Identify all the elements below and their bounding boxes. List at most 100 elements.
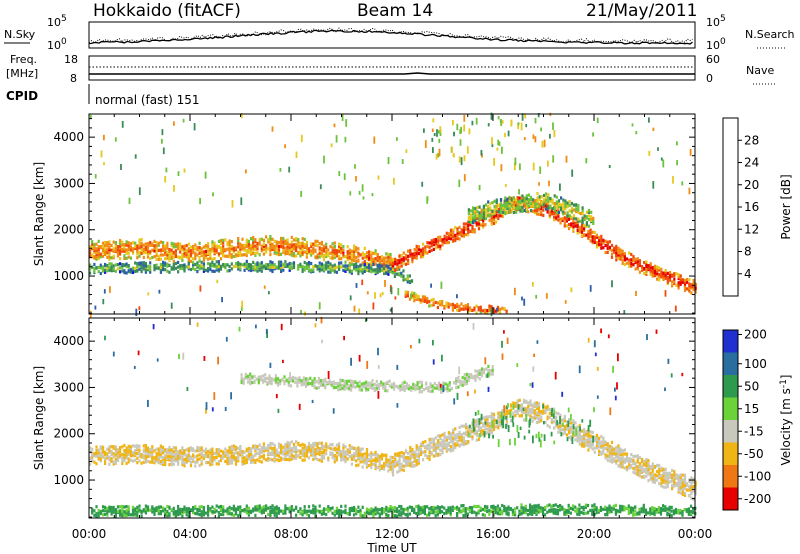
echo-cell	[666, 485, 669, 489]
echo-cell	[335, 455, 338, 459]
echo-cell	[166, 250, 169, 254]
echo-cell	[153, 459, 156, 463]
echo-cell	[199, 285, 202, 292]
echo-cell	[521, 194, 524, 198]
echo-cell	[571, 169, 574, 177]
echo-cell	[280, 443, 283, 447]
echo-cell	[136, 507, 139, 511]
echo-cell	[119, 513, 122, 517]
echo-cell	[189, 259, 193, 263]
echo-cell	[338, 264, 341, 268]
echo-cell	[551, 201, 554, 205]
echo-cell	[312, 265, 315, 269]
echo-cell	[483, 368, 486, 372]
echo-cell	[664, 273, 667, 277]
echo-cell	[576, 429, 579, 433]
echo-cell	[492, 215, 496, 219]
echo-cell	[357, 258, 360, 262]
echo-cell	[585, 224, 588, 228]
echo-cell	[474, 216, 477, 220]
echo-cell	[243, 248, 246, 252]
echo-cell	[638, 270, 641, 274]
echo-cell	[134, 507, 137, 511]
echo-cell	[379, 293, 382, 298]
echo-cell	[89, 462, 92, 466]
echo-cell	[400, 264, 403, 268]
echo-cell	[344, 264, 347, 268]
echo-cell	[677, 478, 680, 482]
echo-cell	[258, 451, 261, 455]
echo-cell	[310, 242, 313, 246]
echo-cell	[523, 137, 526, 141]
echo-cell	[630, 459, 633, 463]
echo-cell	[447, 302, 450, 306]
echo-cell	[574, 221, 577, 225]
echo-cell	[116, 267, 120, 271]
echo-cell	[557, 205, 561, 209]
echo-cell	[476, 205, 479, 210]
echo-cell	[361, 261, 364, 265]
echo-cell	[490, 112, 493, 120]
echo-cell	[632, 458, 635, 462]
echo-cell	[136, 256, 139, 260]
echo-cell	[333, 244, 336, 249]
echo-cell	[97, 247, 100, 251]
echo-cell	[239, 445, 242, 449]
echo-cell	[502, 203, 505, 207]
echo-cell	[207, 247, 210, 251]
echo-cell	[681, 484, 684, 489]
echo-cell	[316, 449, 319, 453]
echo-cell	[549, 197, 552, 201]
echo-cell	[679, 274, 682, 278]
echo-cell	[185, 448, 188, 452]
noise-tick-left-lo: 100	[47, 37, 67, 52]
echo-cell	[224, 266, 227, 270]
echo-cell	[237, 265, 240, 269]
echo-cell	[352, 384, 355, 388]
echo-cell	[353, 250, 356, 254]
echo-cell	[144, 251, 147, 255]
echo-cell	[630, 264, 633, 268]
echo-cell	[407, 254, 410, 258]
echo-cell	[550, 418, 553, 422]
echo-cell	[490, 429, 493, 433]
echo-cell	[422, 388, 426, 392]
echo-cell	[694, 486, 697, 490]
echo-cell	[181, 255, 184, 259]
echo-cell	[343, 386, 346, 390]
echo-cell	[662, 159, 665, 168]
echo-cell	[286, 440, 289, 445]
echo-cell	[575, 209, 578, 214]
echo-cell	[585, 223, 588, 227]
echo-cell	[91, 253, 94, 257]
echo-cell	[383, 463, 386, 467]
echo-cell	[245, 262, 248, 266]
echo-cell	[260, 455, 263, 459]
freq-tick-hi: 18	[64, 53, 78, 66]
echo-cell	[409, 456, 412, 460]
echo-cell	[131, 510, 135, 514]
echo-cell	[119, 453, 122, 458]
echo-cell	[471, 230, 474, 234]
echo-cell	[555, 418, 558, 422]
echo-cell	[106, 447, 109, 451]
echo-cell	[301, 241, 304, 245]
echo-cell	[198, 251, 201, 255]
echo-cell	[174, 245, 177, 249]
echo-cell	[366, 291, 369, 295]
echo-cell	[144, 507, 147, 511]
echo-cell	[422, 249, 425, 253]
echo-cell	[606, 246, 609, 250]
echo-cell	[284, 447, 287, 451]
echo-cell	[345, 119, 348, 127]
echo-cell	[563, 416, 566, 420]
echo-cell	[265, 244, 268, 248]
echo-cell	[273, 244, 276, 248]
echo-cell	[445, 435, 448, 439]
echo-cell	[621, 254, 624, 259]
echo-cell	[593, 240, 596, 245]
echo-cell	[419, 300, 422, 304]
echo-cell	[299, 443, 302, 447]
echo-cell	[656, 463, 659, 468]
echo-cell	[525, 399, 528, 403]
